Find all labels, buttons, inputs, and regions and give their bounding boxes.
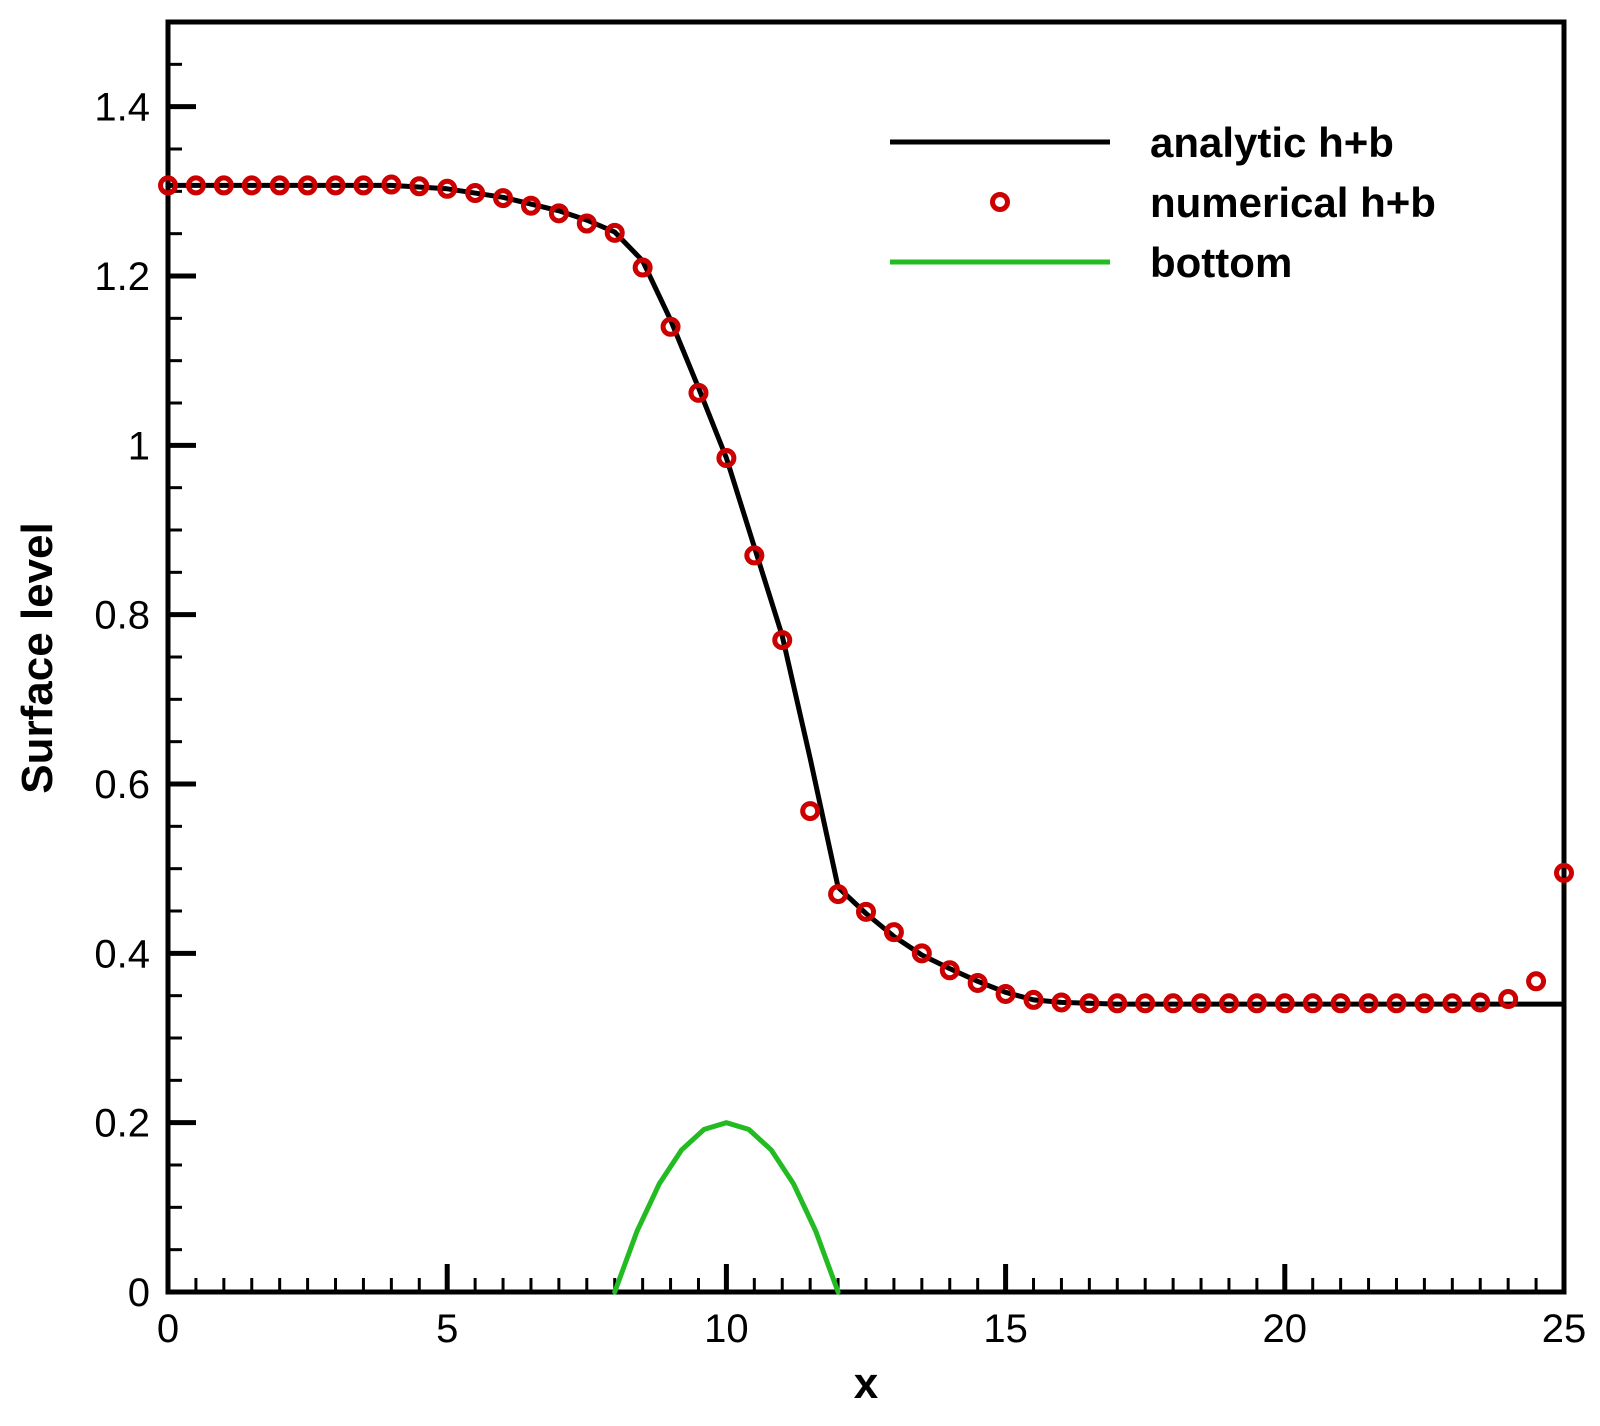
data-point	[716, 448, 737, 469]
data-point	[1442, 993, 1463, 1014]
data-point	[1107, 993, 1128, 1014]
data-point	[520, 195, 541, 216]
data-point	[660, 316, 681, 337]
legend: analytic h+b numerical h+b bottom	[890, 119, 1436, 286]
x-tick-label: 15	[983, 1307, 1028, 1351]
data-point	[1414, 993, 1435, 1014]
data-point	[1218, 993, 1239, 1014]
legend-label-analytic-h-b: analytic h+b	[1150, 119, 1394, 166]
x-tick-label: 5	[436, 1307, 458, 1351]
data-point	[1330, 993, 1351, 1014]
y-tick-label: 0.8	[94, 594, 150, 638]
data-point	[269, 175, 290, 196]
y-tick-label: 0.4	[94, 932, 150, 976]
data-point	[158, 175, 178, 196]
y-tick-label: 1.4	[94, 86, 150, 130]
data-point	[1246, 993, 1267, 1014]
data-point	[967, 972, 988, 993]
x-tick-label: 20	[1263, 1307, 1308, 1351]
data-point	[1135, 993, 1156, 1014]
legend-swatch-numerical-h-b	[990, 192, 1010, 212]
data-point	[995, 983, 1016, 1004]
x-axis-title: x	[854, 1359, 879, 1408]
x-tick-label: 0	[157, 1307, 179, 1351]
data-point	[409, 176, 430, 197]
data-point	[1526, 971, 1547, 992]
data-point	[1163, 993, 1184, 1014]
data-point	[1302, 993, 1323, 1014]
data-point	[381, 174, 402, 195]
data-point	[744, 545, 765, 566]
data-point	[1274, 993, 1295, 1014]
y-tick-label: 1.2	[94, 255, 150, 299]
y-tick-label: 0.2	[94, 1102, 150, 1146]
legend-label-numerical-h-b: numerical h+b	[1150, 179, 1436, 226]
y-tick-label: 0.6	[94, 763, 150, 807]
data-point	[800, 801, 821, 822]
data-point	[632, 257, 653, 278]
data-point	[604, 222, 625, 243]
data-point	[828, 884, 849, 905]
data-point	[856, 901, 876, 922]
data-point	[325, 175, 346, 196]
data-point	[297, 175, 318, 196]
series-line-analytic-h-b	[165, 182, 1567, 1007]
data-point	[493, 188, 514, 209]
data-point	[576, 213, 597, 234]
y-axis-title: Surface level	[13, 522, 62, 794]
data-point	[1498, 989, 1519, 1010]
data-point	[911, 943, 932, 964]
data-point	[465, 183, 486, 204]
data-point	[437, 178, 458, 199]
series-line-bottom	[612, 1120, 841, 1295]
data-point	[1386, 993, 1407, 1014]
data-point	[185, 175, 206, 196]
x-tick-label: 25	[1542, 1307, 1587, 1351]
data-point	[883, 922, 904, 943]
x-tick-label: 10	[704, 1307, 749, 1351]
data-point	[1191, 993, 1212, 1014]
data-point	[688, 382, 709, 403]
y-tick-label: 1	[128, 424, 150, 468]
data-point	[353, 175, 374, 196]
data-point	[213, 175, 234, 196]
data-point	[1470, 992, 1491, 1013]
data-point	[772, 630, 793, 651]
data-point	[1554, 862, 1574, 883]
data-point	[1358, 993, 1379, 1014]
series-layer	[158, 174, 1574, 1295]
data-point	[1051, 992, 1072, 1013]
data-point	[548, 203, 569, 224]
legend-label-bottom: bottom	[1150, 239, 1292, 286]
data-point	[1023, 989, 1044, 1010]
data-point	[241, 175, 262, 196]
data-point	[939, 960, 960, 981]
data-point	[1079, 993, 1100, 1014]
y-tick-label: 0	[128, 1271, 150, 1315]
